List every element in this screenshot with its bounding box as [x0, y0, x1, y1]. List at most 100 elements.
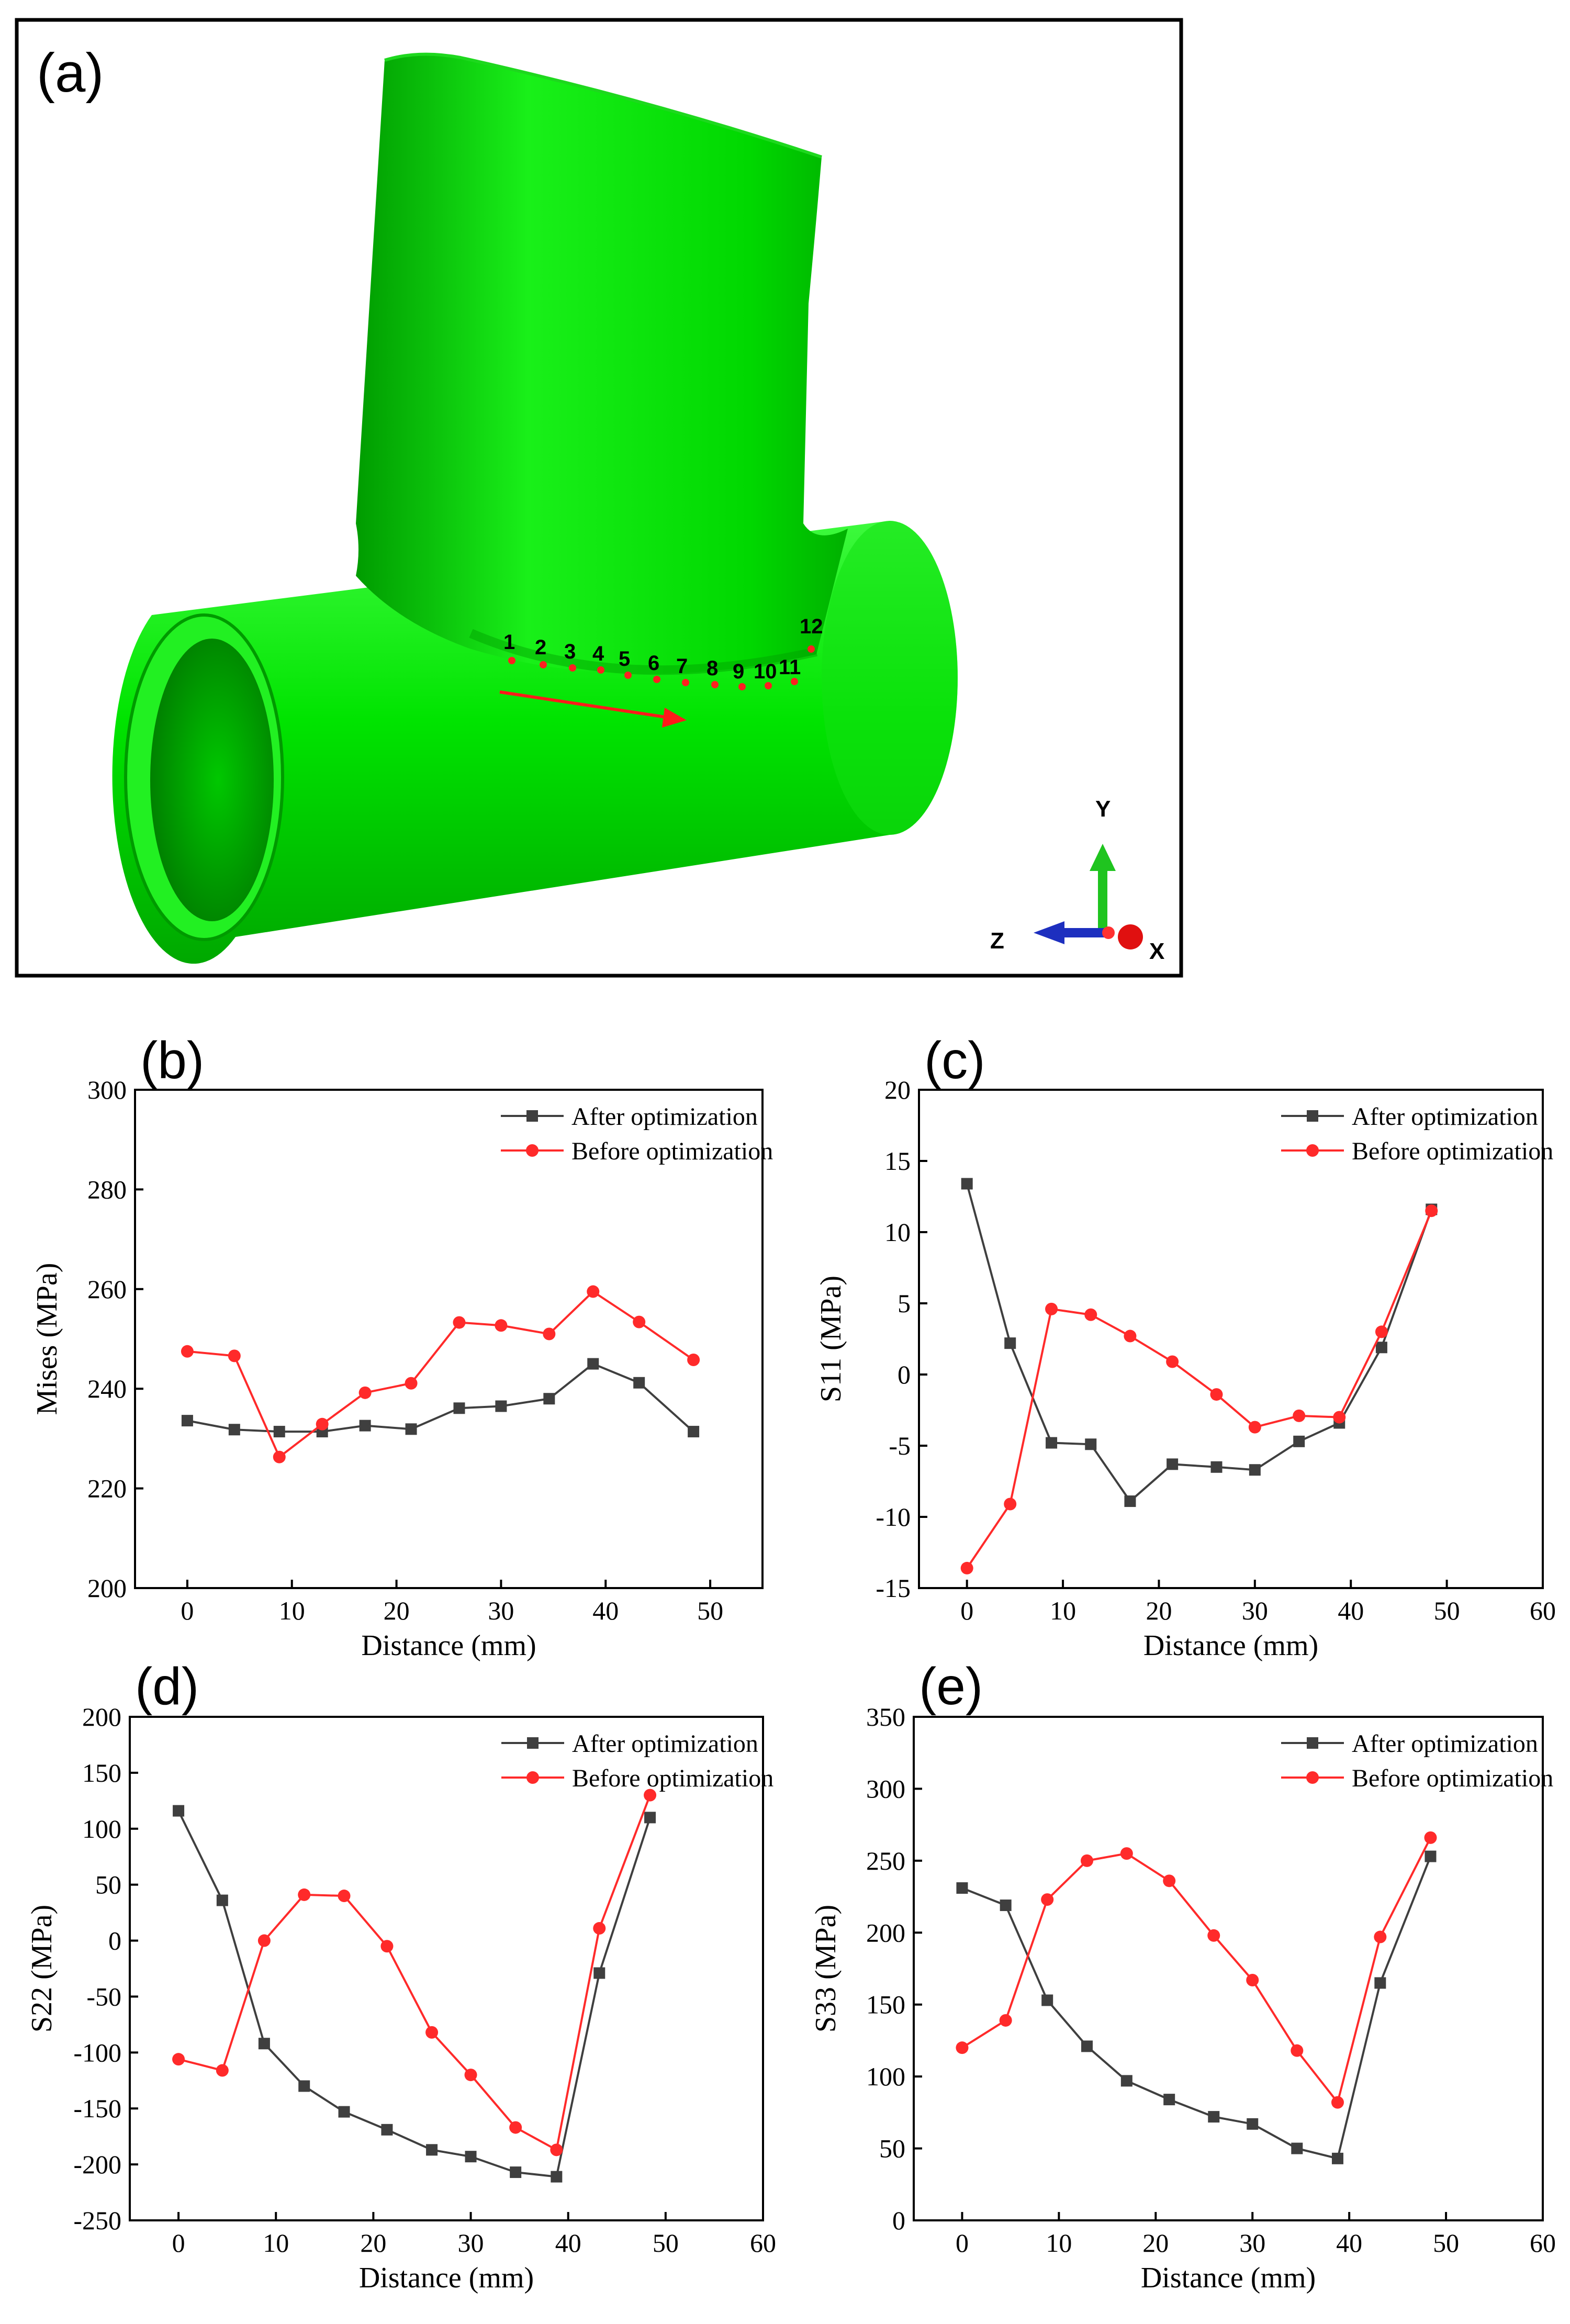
data-point-before [1004, 1498, 1017, 1511]
y-tick-label: 100 [866, 2062, 905, 2091]
data-point-before [425, 2026, 439, 2039]
path-direction-arrow [499, 690, 673, 720]
y-tick-label: -100 [73, 2038, 121, 2067]
data-point-after [510, 2166, 522, 2178]
series-line-before [961, 1837, 1432, 2105]
data-point-before [1374, 1930, 1387, 1943]
series-line-before [178, 1794, 651, 2152]
data-point-before [1084, 1308, 1097, 1321]
x-tick-label: 50 [1434, 1596, 1460, 1625]
x-axis-label: X [1149, 938, 1164, 964]
chart-c-s11: 0 10 20 30 40 50 60 -15 -10 -5 0 5 10 15 20 Distance (m… [815, 1031, 1556, 1662]
x-tick-label: 30 [488, 1596, 514, 1625]
chart-panel-label: (b) [140, 1031, 204, 1090]
branch-pipe-top-edge [384, 52, 822, 159]
data-point-after [1000, 1900, 1012, 1912]
data-point-before [687, 1353, 700, 1366]
data-point-after [1291, 2142, 1303, 2154]
panel-a-label: (a) [37, 42, 104, 104]
data-point-after [426, 2144, 438, 2156]
x-axis-arrow-head [1118, 924, 1143, 949]
path-point-label: 8 [706, 657, 718, 680]
path-point-marker [682, 679, 689, 686]
data-point-before [495, 1319, 508, 1332]
legend-marker-circle [1306, 1144, 1319, 1157]
data-point-after [1374, 1977, 1386, 1989]
series-line-before [187, 1290, 694, 1459]
path-point-marker [569, 664, 576, 672]
path-point-marker [508, 657, 515, 664]
data-point-before [380, 1940, 394, 1953]
data-point-after [1249, 1464, 1261, 1476]
data-point-before [1425, 1204, 1438, 1217]
series-line-after [961, 1856, 1432, 2160]
data-point-after [465, 2151, 477, 2163]
data-point-after [1046, 1437, 1058, 1449]
legend-entry-label: After optimization [571, 1103, 758, 1131]
data-point-after [1293, 1435, 1305, 1447]
z-axis-arrow-shaft [1062, 928, 1104, 937]
x-tick-label: 50 [653, 2228, 679, 2258]
x-tick-label: 10 [1050, 1596, 1076, 1625]
x-tick-label: 30 [458, 2228, 484, 2258]
data-point-before [172, 2053, 185, 2066]
data-point-before [257, 1934, 271, 1947]
legend-entry-label: Before optimization [1352, 1764, 1553, 1792]
data-point-after [228, 1424, 240, 1436]
x-axis-title: Distance (mm) [361, 1629, 536, 1662]
legend-marker-circle [1306, 1771, 1319, 1784]
path-direction-arrow-head [662, 708, 687, 728]
y-axis-title: Mises (MPa) [31, 1263, 63, 1415]
legend-entry-label: Before optimization [572, 1764, 773, 1792]
path-point-marker [624, 672, 632, 679]
y-axis-arrow-shaft [1098, 869, 1107, 931]
x-tick-label: 60 [1530, 2228, 1556, 2258]
plot-frame [918, 1089, 1544, 1589]
y-tick-label: 300 [87, 1075, 127, 1104]
path-point-marker [653, 676, 660, 683]
path-point-label: 2 [535, 636, 546, 659]
z-axis-label: Z [990, 928, 1004, 954]
y-tick-label: 0 [892, 2206, 905, 2235]
data-point-after [181, 1415, 193, 1427]
path-point-label: 7 [676, 655, 688, 678]
y-tick-label: 50 [95, 1870, 121, 1900]
z-axis-arrow-head [1034, 921, 1064, 944]
data-point-after [633, 1377, 645, 1389]
data-point-after [1041, 1994, 1053, 2006]
y-tick-label: 150 [82, 1758, 121, 1787]
data-point-before [216, 2064, 229, 2077]
data-point-before [316, 1417, 329, 1431]
data-point-after [1167, 1458, 1179, 1470]
x-tick-label: 60 [1530, 1596, 1556, 1625]
data-point-after [216, 1894, 228, 1906]
data-point-before [956, 2041, 969, 2054]
x-tick-label: 0 [960, 1596, 973, 1625]
x-tick-label: 40 [1338, 1596, 1364, 1625]
legend-entry-label: After optimization [1352, 1103, 1538, 1131]
x-tick-label: 10 [263, 2228, 289, 2258]
legend-marker-square [1307, 1110, 1318, 1122]
x-tick-label: 40 [1336, 2228, 1362, 2258]
data-point-before [593, 1922, 606, 1935]
y-axis-arrow-head [1090, 844, 1116, 871]
x-tick-label: 0 [172, 2228, 185, 2258]
data-point-after [1247, 2118, 1259, 2130]
y-tick-label: 150 [866, 1990, 905, 2019]
series-line-after [966, 1183, 1433, 1503]
x-tick-label: 40 [592, 1596, 619, 1625]
y-tick-label: 350 [866, 1702, 905, 1731]
data-point-before [228, 1349, 241, 1362]
y-tick-label: 200 [866, 1918, 905, 1947]
data-point-before [298, 1888, 311, 1901]
x-tick-label: 30 [1239, 2228, 1265, 2258]
y-tick-label: 0 [108, 1926, 121, 1956]
main-pipe-left-opening-bore [150, 639, 274, 921]
data-point-before [405, 1377, 418, 1390]
x-tick-label: 0 [181, 1596, 194, 1625]
data-point-before [1045, 1302, 1058, 1315]
weld-fillet [469, 629, 817, 675]
data-point-after [551, 2171, 563, 2183]
data-point-after [1120, 2075, 1132, 2087]
